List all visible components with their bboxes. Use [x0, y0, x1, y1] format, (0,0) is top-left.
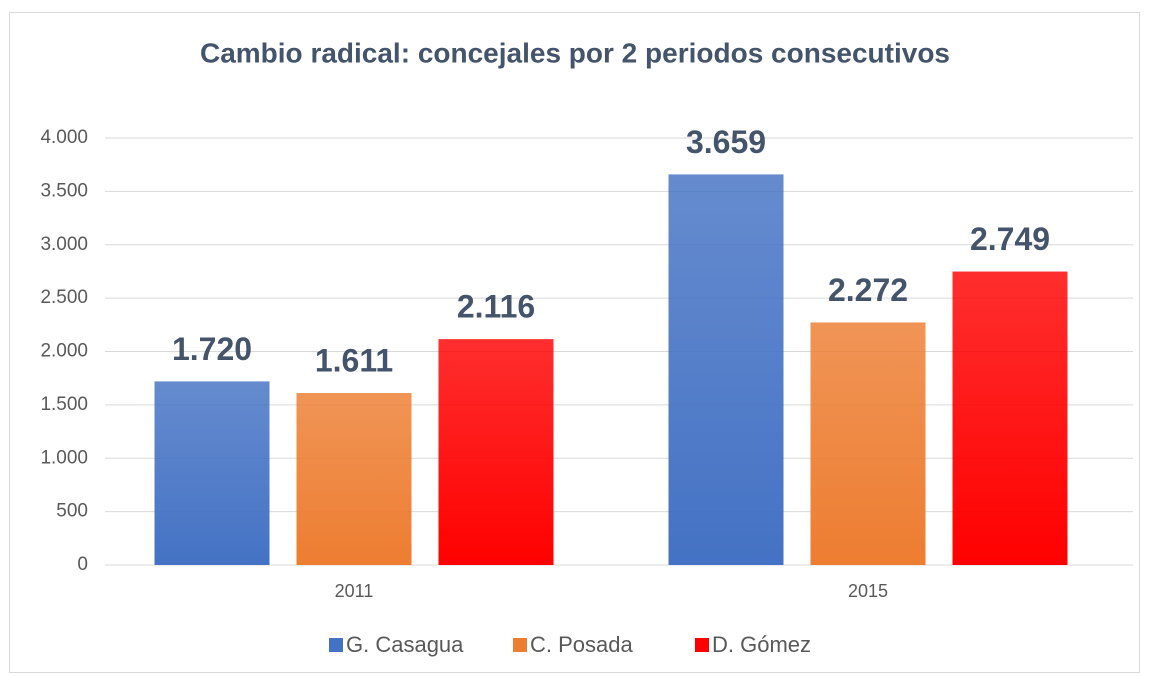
value-label: 1.720: [172, 331, 252, 367]
y-tick-label: 500: [56, 501, 88, 522]
y-tick-label: 2.000: [40, 341, 88, 362]
legend-swatch: [513, 638, 527, 652]
legend-swatch: [695, 638, 709, 652]
legend-swatch: [329, 638, 343, 652]
y-tick-label: 2.500: [40, 287, 88, 308]
y-tick-label: 1.500: [40, 394, 88, 415]
x-tick-label: 2015: [848, 581, 888, 601]
bar: [438, 339, 554, 565]
value-label: 2.116: [457, 289, 535, 325]
legend-label: G. Casagua: [346, 632, 464, 657]
value-label: 3.659: [686, 124, 766, 160]
y-tick-label: 1.000: [40, 447, 88, 468]
bar: [810, 322, 926, 565]
bar: [296, 393, 412, 565]
value-label: 2.749: [970, 221, 1050, 257]
y-tick-label: 0: [77, 554, 88, 575]
value-label: 2.272: [828, 272, 908, 308]
legend-label: D. Gómez: [712, 632, 811, 657]
chart-title: Cambio radical: concejales por 2 periodo…: [200, 37, 950, 68]
y-tick-label: 3.500: [40, 180, 88, 201]
bar: [952, 271, 1068, 565]
value-label: 1.611: [315, 342, 393, 378]
y-tick-label: 3.000: [40, 234, 88, 255]
bar: [154, 381, 270, 565]
bar: [668, 174, 784, 566]
y-tick-label: 4.000: [40, 127, 88, 148]
legend-label: C. Posada: [530, 632, 633, 657]
x-tick-label: 2011: [335, 581, 374, 601]
